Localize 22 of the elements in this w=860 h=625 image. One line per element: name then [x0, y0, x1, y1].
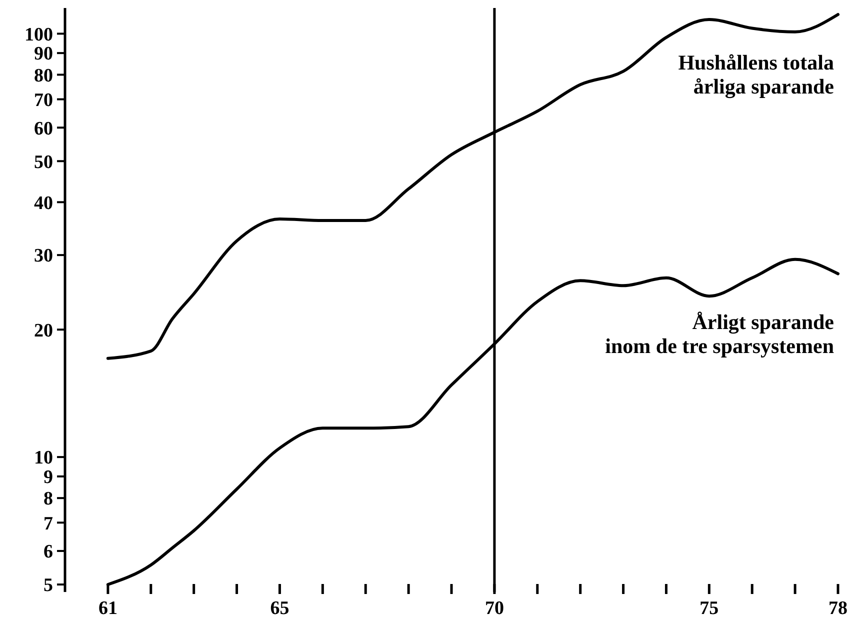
x-tick-label: 75 [700, 598, 719, 619]
y-tick-label: 10 [34, 448, 53, 469]
y-tick-label: 20 [34, 320, 53, 342]
series-label: Årligt sparande inom de tre sparsystemen [605, 310, 834, 358]
x-tick-label: 65 [270, 598, 290, 619]
series-label: Hushållens totala årliga sparande [678, 50, 834, 99]
y-tick-label: 8 [44, 488, 53, 510]
y-tick-label: 60 [34, 118, 53, 140]
x-tick-label: 61 [98, 598, 118, 619]
y-tick-label: 50 [34, 152, 53, 173]
x-tick-label: 78 [828, 598, 848, 619]
x-tick-label: 70 [484, 598, 504, 619]
y-tick-label: 6 [44, 542, 53, 563]
y-tick-label: 7 [44, 513, 54, 534]
y-tick-label: 70 [34, 90, 53, 111]
y-tick-label: 40 [34, 192, 53, 214]
y-tick-label: 80 [34, 65, 53, 86]
y-tick-label: 90 [34, 44, 53, 65]
y-tick-label: 30 [34, 246, 53, 267]
y-tick-label: 9 [44, 467, 53, 488]
y-tick-label: 5 [44, 575, 53, 596]
y-tick-label: 100 [24, 24, 53, 46]
